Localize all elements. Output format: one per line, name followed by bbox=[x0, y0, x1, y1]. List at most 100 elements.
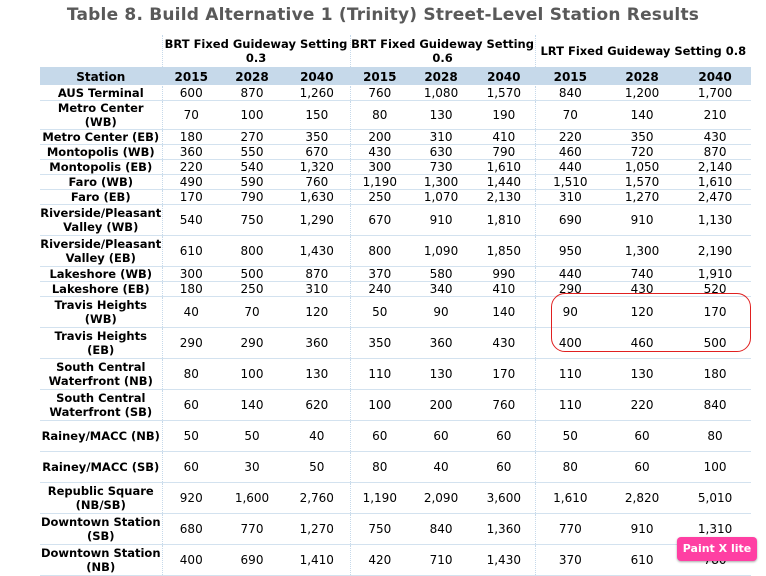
value-cell: 30 bbox=[220, 451, 284, 483]
station-name: Faro (WB) bbox=[40, 174, 162, 190]
value-cell: 760 bbox=[473, 389, 536, 421]
value-cell: 1,260 bbox=[284, 85, 351, 101]
value-cell: 1,130 bbox=[679, 204, 752, 236]
value-cell: 920 bbox=[161, 482, 220, 514]
value-cell: 190 bbox=[473, 100, 536, 130]
year-header: 2015 bbox=[349, 68, 410, 85]
value-cell: 350 bbox=[349, 327, 410, 359]
value-cell: 50 bbox=[161, 420, 220, 452]
value-cell: 2,130 bbox=[473, 189, 536, 205]
value-cell: 100 bbox=[349, 389, 410, 421]
value-cell: 620 bbox=[284, 389, 351, 421]
group-header-row: BRT Fixed Guideway Setting 0.3 BRT Fixed… bbox=[40, 35, 752, 68]
year-header: 2015 bbox=[534, 68, 606, 85]
value-cell: 410 bbox=[473, 281, 536, 297]
value-cell: 290 bbox=[534, 281, 606, 297]
value-cell: 690 bbox=[534, 204, 606, 236]
value-cell: 360 bbox=[161, 144, 220, 160]
value-cell: 130 bbox=[605, 358, 680, 390]
value-cell: 90 bbox=[409, 296, 474, 328]
value-cell: 70 bbox=[220, 296, 284, 328]
value-cell: 1,090 bbox=[409, 235, 474, 267]
station-column-header: Station bbox=[76, 70, 126, 84]
value-cell: 750 bbox=[349, 513, 410, 545]
value-cell: 460 bbox=[605, 327, 680, 359]
value-cell: 180 bbox=[679, 358, 752, 390]
station-name: South Central Waterfront (NB) bbox=[40, 358, 162, 390]
table-row: Travis Heights (EB) 290 290 360 350 360 430 400… bbox=[40, 327, 752, 359]
table-row: Riverside/Pleasant Valley (EB) 610 800 1,43… bbox=[40, 235, 752, 267]
value-cell: 2,140 bbox=[679, 159, 752, 175]
station-name: Montopolis (EB) bbox=[40, 159, 162, 175]
value-cell: 1,300 bbox=[605, 235, 680, 267]
value-cell: 490 bbox=[161, 174, 220, 190]
value-cell: 140 bbox=[473, 296, 536, 328]
table-row: Metro Center (EB) 180 270 350 200 310 410 220 35… bbox=[40, 129, 752, 145]
value-cell: 410 bbox=[473, 129, 536, 145]
value-cell: 1,430 bbox=[284, 235, 351, 267]
value-cell: 770 bbox=[220, 513, 284, 545]
station-name: Travis Heights (WB) bbox=[40, 296, 162, 328]
value-cell: 1,050 bbox=[605, 159, 680, 175]
value-cell: 1,440 bbox=[473, 174, 536, 190]
value-cell: 170 bbox=[679, 296, 752, 328]
value-cell: 600 bbox=[161, 85, 220, 101]
value-cell: 1,850 bbox=[473, 235, 536, 267]
table-row: Faro (EB) 170 790 1,630 250 1,070 2,130 310 1,27… bbox=[40, 189, 752, 205]
year-header: 2040 bbox=[698, 70, 732, 84]
value-cell: 1,320 bbox=[284, 159, 351, 175]
value-cell: 60 bbox=[349, 420, 410, 452]
value-cell: 1,360 bbox=[473, 513, 536, 545]
value-cell: 350 bbox=[284, 129, 351, 145]
value-cell: 3,600 bbox=[473, 482, 536, 514]
value-cell: 130 bbox=[409, 358, 474, 390]
value-cell: 730 bbox=[409, 159, 474, 175]
value-cell: 140 bbox=[605, 100, 680, 130]
value-cell: 610 bbox=[161, 235, 220, 267]
value-cell: 2,760 bbox=[284, 482, 351, 514]
value-cell: 300 bbox=[349, 159, 410, 175]
value-cell: 690 bbox=[220, 544, 284, 576]
year-header-row: Station 2015 2028 2040 2015 2028 2040 20… bbox=[40, 68, 752, 85]
group-header-brt-03: BRT Fixed Guideway Setting 0.3 bbox=[161, 35, 351, 68]
value-cell: 800 bbox=[349, 235, 410, 267]
year-header: 2015 bbox=[161, 68, 220, 85]
value-cell: 2,090 bbox=[409, 482, 474, 514]
value-cell: 80 bbox=[349, 451, 410, 483]
value-cell: 440 bbox=[534, 159, 606, 175]
value-cell: 750 bbox=[220, 204, 284, 236]
value-cell: 2,820 bbox=[605, 482, 680, 514]
year-header: 2040 bbox=[300, 70, 334, 84]
station-name: Metro Center (WB) bbox=[40, 100, 162, 130]
value-cell: 60 bbox=[161, 389, 220, 421]
value-cell: 420 bbox=[349, 544, 410, 576]
table-row: Downtown Station (NB) 400 690 1,410 420 710 1,… bbox=[40, 544, 752, 576]
value-cell: 430 bbox=[605, 281, 680, 297]
value-cell: 80 bbox=[161, 358, 220, 390]
value-cell: 430 bbox=[473, 327, 536, 359]
value-cell: 170 bbox=[161, 189, 220, 205]
value-cell: 990 bbox=[473, 266, 536, 282]
group-header-lrt-08: LRT Fixed Guideway Setting 0.8 bbox=[534, 35, 752, 68]
value-cell: 60 bbox=[409, 420, 474, 452]
value-cell: 60 bbox=[605, 420, 680, 452]
value-cell: 370 bbox=[349, 266, 410, 282]
results-table: BRT Fixed Guideway Setting 0.3 BRT Fixed… bbox=[40, 35, 752, 576]
value-cell: 550 bbox=[220, 144, 284, 160]
value-cell: 140 bbox=[220, 389, 284, 421]
value-cell: 910 bbox=[409, 204, 474, 236]
value-cell: 440 bbox=[534, 266, 606, 282]
value-cell: 1,610 bbox=[679, 174, 752, 190]
value-cell: 540 bbox=[220, 159, 284, 175]
value-cell: 240 bbox=[349, 281, 410, 297]
value-cell: 680 bbox=[161, 513, 220, 545]
table-row: Lakeshore (WB) 300 500 870 370 580 990 440 740 1,… bbox=[40, 266, 752, 282]
value-cell: 1,190 bbox=[349, 174, 410, 190]
value-cell: 720 bbox=[605, 144, 680, 160]
table-row: Montopolis (WB) 360 550 670 430 630 790 460 720 8… bbox=[40, 144, 752, 160]
table-row: Lakeshore (EB) 180 250 310 240 340 410 290 430 52… bbox=[40, 281, 752, 297]
value-cell: 740 bbox=[605, 266, 680, 282]
value-cell: 100 bbox=[679, 451, 752, 483]
table-row: Republic Square (NB/SB) 920 1,600 2,760 1,19… bbox=[40, 482, 752, 514]
value-cell: 910 bbox=[605, 513, 680, 545]
